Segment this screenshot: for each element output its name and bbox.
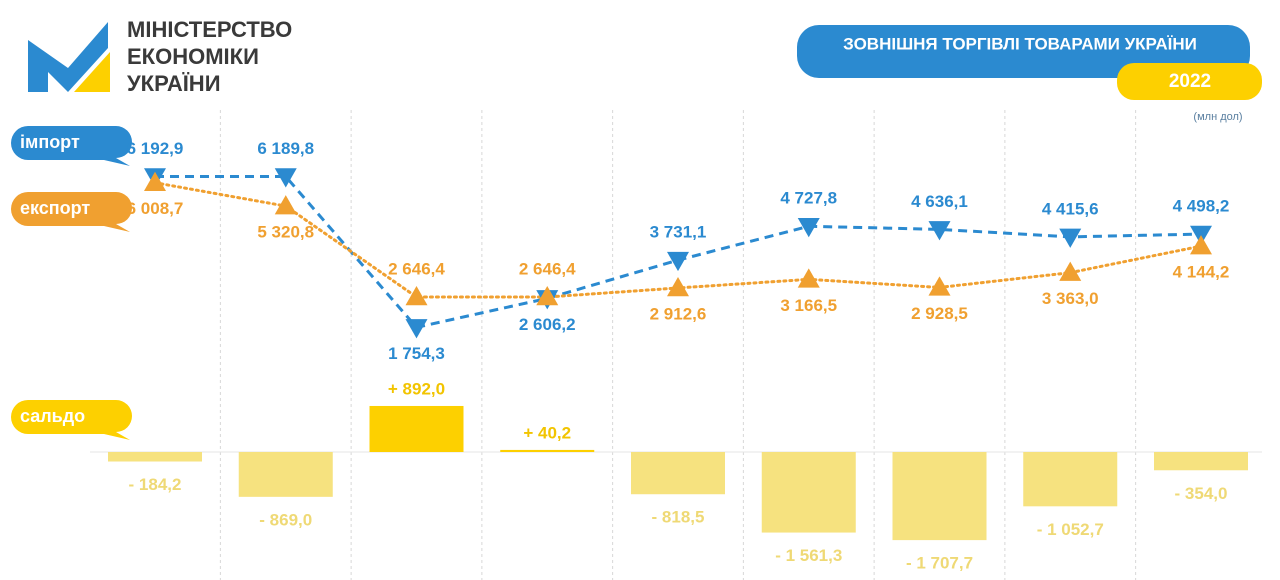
value-label: 6 192,9 [127,139,184,158]
series-tag-label: сальдо [20,406,85,426]
series-tag-label: експорт [20,198,90,218]
bar [369,405,464,452]
point-marker [536,286,559,306]
point-marker [1190,235,1212,255]
value-label: - 1 561,3 [775,546,842,565]
value-label: 3 731,1 [650,223,707,242]
series-tag [11,126,132,166]
series-tag-label: імпорт [20,132,80,152]
value-label: - 1 707,7 [906,554,973,573]
logo-text: ЕКОНОМІКИ [127,44,259,69]
value-label: 4 498,2 [1173,197,1230,216]
bar [892,452,987,541]
series-tag [11,400,132,440]
logo: МІНІСТЕРСТВО ЕКОНОМІКИ УКРАЇНИ [28,17,292,96]
point-marker [667,251,689,272]
bar [761,452,856,533]
value-label: 4 727,8 [780,189,837,208]
point-marker [144,171,166,191]
point-marker [797,268,820,288]
bar [1023,452,1118,507]
value-label: 2 606,2 [519,315,576,334]
value-label: + 892,0 [388,379,445,398]
value-label: - 869,0 [259,510,312,529]
point-marker [667,276,689,297]
year: 2022 [1169,71,1211,92]
value-label: - 184,2 [129,475,182,494]
value-label: - 818,5 [652,508,705,527]
bar [1154,452,1248,471]
value-label: - 354,0 [1175,484,1228,503]
value-label: 1 754,3 [388,344,445,363]
point-marker [405,319,428,339]
value-label: 3 166,5 [780,296,837,315]
point-marker [405,286,428,306]
value-label: 2 646,4 [519,260,576,279]
point-marker [1059,261,1082,281]
point-marker [274,195,297,215]
value-label: 6 008,7 [127,199,184,218]
unit: (млн дол) [1193,111,1242,123]
value-label: 3 363,0 [1042,289,1099,308]
value-label: 5 320,8 [257,223,314,242]
logo-text: УКРАЇНИ [127,71,221,96]
value-label: 2 646,4 [388,260,445,279]
title: ЗОВНІШНЯ ТОРГІВЛІ ТОВАРАМИ УКРАЇНИ [843,34,1197,53]
value-label: 4 415,6 [1042,199,1099,218]
value-label: 4 636,1 [911,192,968,211]
point-marker [797,218,820,238]
point-marker [928,221,951,241]
year-box [1117,63,1262,100]
bar [238,452,333,497]
value-label: 2 912,6 [650,304,707,323]
value-label: 6 189,8 [257,139,314,158]
value-label: 4 144,2 [1173,263,1230,282]
logo-text: МІНІСТЕРСТВО [127,17,292,42]
bar [500,449,595,452]
value-label: + 40,2 [523,423,571,442]
bar [631,452,725,495]
value-label: - 1 052,7 [1037,520,1104,539]
point-marker [928,276,951,296]
logo-mark [74,52,110,92]
point-marker [274,168,297,188]
bar [108,452,202,462]
point-marker [1059,228,1082,248]
value-label: 2 928,5 [911,304,968,323]
logo-mark [28,22,108,92]
series-tag [11,192,132,232]
